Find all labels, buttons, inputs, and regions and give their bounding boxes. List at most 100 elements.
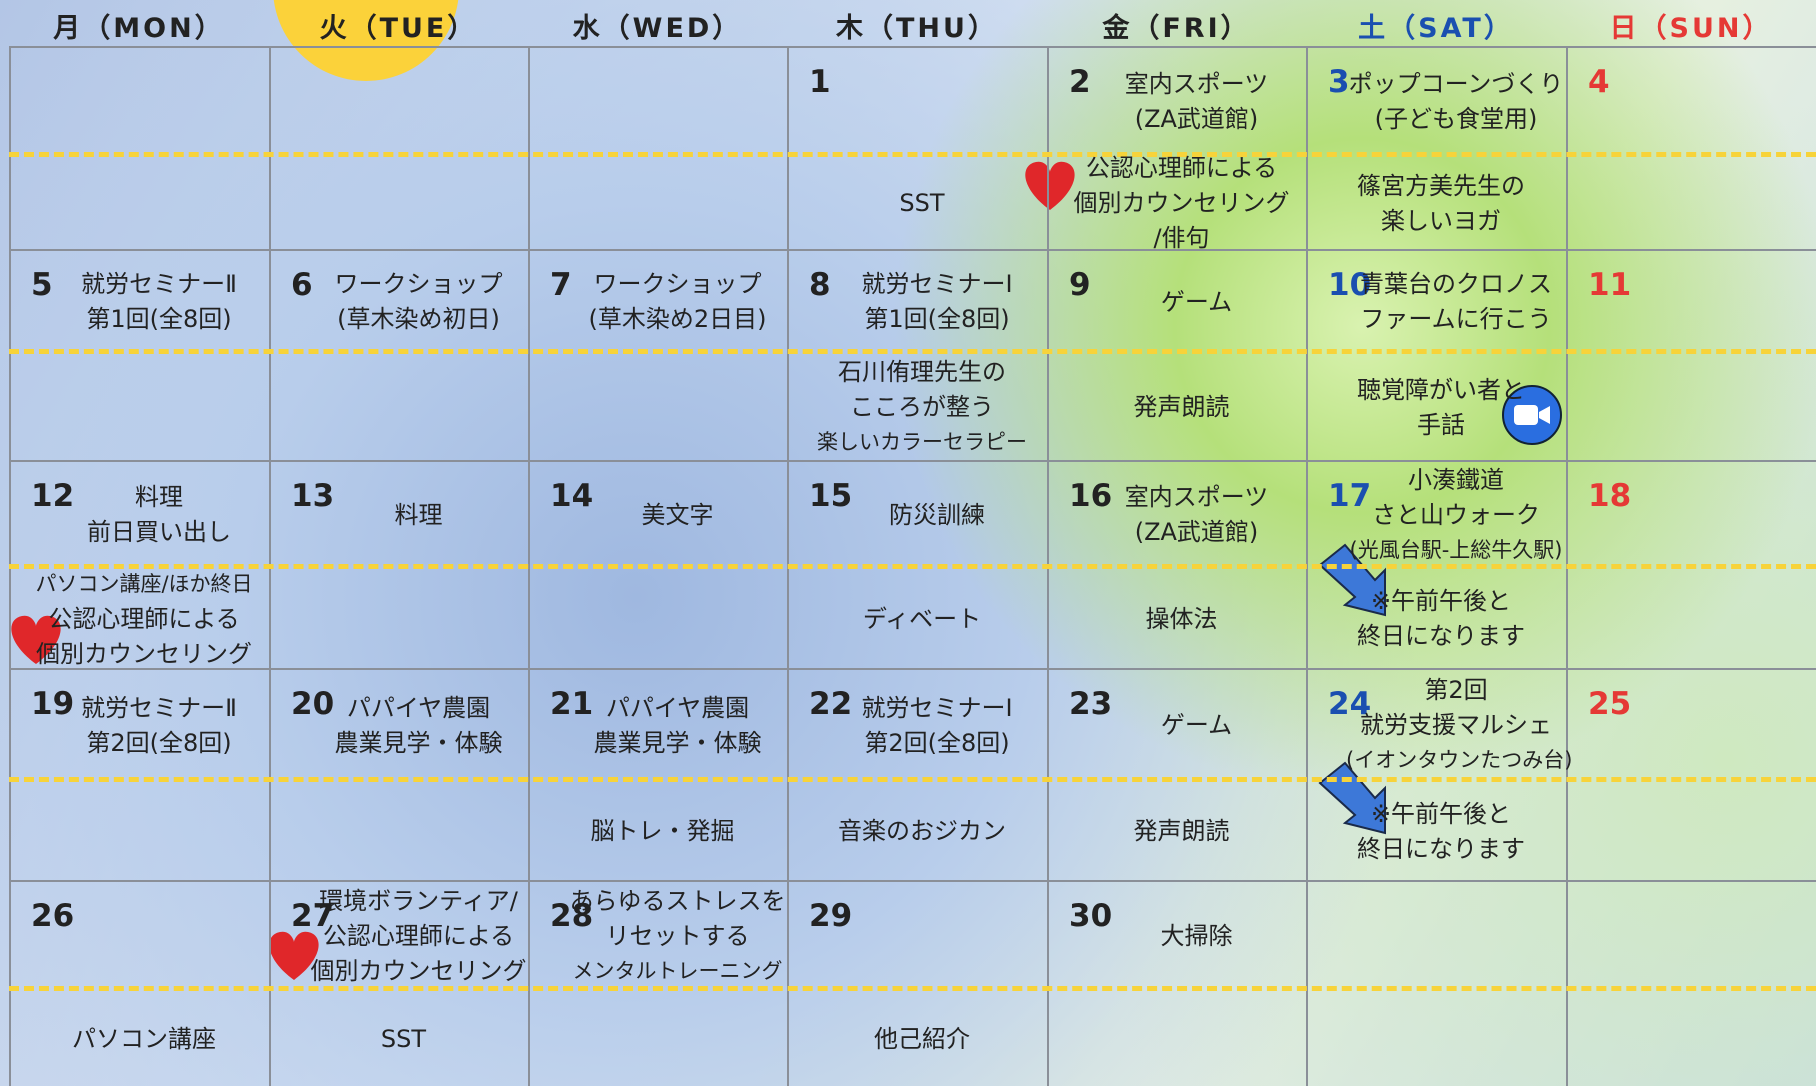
morning-event: ゲーム: [1160, 287, 1233, 316]
afternoon-event: 終日になります: [1357, 622, 1525, 650]
afternoon-event: ディベート: [862, 604, 982, 633]
morning-event: 個別カウンセリング: [310, 956, 527, 985]
grid-line: [9, 668, 1816, 670]
day-number: 14: [550, 478, 594, 514]
day-number: 18: [1588, 478, 1632, 514]
morning-event: (ZA武道館): [1134, 518, 1259, 546]
weekday-header: 木（THU）: [836, 13, 998, 44]
day-number: 30: [1069, 898, 1113, 934]
morning-event: パパイヤ農園: [605, 693, 750, 722]
day-number: 16: [1069, 478, 1113, 514]
morning-event: ポップコーンづくり: [1348, 70, 1564, 98]
dashed-divider: [9, 564, 1816, 569]
grid-line: [9, 46, 1816, 48]
day-number: 19: [31, 686, 75, 722]
afternoon-event: 個別カウンセリング: [36, 639, 252, 668]
video-icon: [1502, 385, 1562, 445]
weekday-header: 金（FRI）: [1102, 13, 1251, 44]
afternoon-event: 音楽のおジカン: [838, 817, 1006, 845]
day-number: 4: [1588, 64, 1610, 100]
day-number: 27: [291, 898, 335, 934]
afternoon-event: 楽しいヨガ: [1381, 206, 1501, 235]
afternoon-event: パソコン講座/ほか終日: [35, 571, 253, 596]
morning-event: (光風台駅-上総牛久駅): [1349, 537, 1563, 562]
morning-event: 料理: [394, 500, 443, 529]
weekday-header: 日（SUN）: [1609, 13, 1773, 44]
morning-event: 農業見学・体験: [593, 728, 762, 757]
afternoon-event: SST: [380, 1024, 427, 1053]
morning-event: あらゆるストレスを: [569, 886, 786, 915]
morning-event: 小湊鐵道: [1408, 465, 1504, 494]
morning-event: 第2回: [1424, 676, 1488, 704]
afternoon-event: /俳句: [1153, 224, 1210, 252]
morning-event: 第1回(全8回): [864, 305, 1010, 333]
afternoon-event: 個別カウンセリング: [1073, 189, 1290, 217]
day-number: 15: [809, 478, 853, 514]
grid-line: [9, 249, 1816, 251]
morning-event: (子ども食堂用): [1374, 105, 1538, 133]
weekday-header: 火（TUE）: [319, 13, 478, 44]
morning-event: ワークショップ: [593, 270, 762, 298]
day-number: 6: [291, 267, 313, 303]
morning-event: 第1回(全8回): [86, 305, 232, 333]
morning-event: 農業見学・体験: [334, 728, 503, 757]
afternoon-event: 発声朗読: [1133, 393, 1230, 421]
day-number: 28: [550, 898, 594, 934]
day-number: 13: [291, 478, 335, 514]
morning-event: 就労セミナーⅠ: [861, 270, 1013, 298]
morning-event: 大掃除: [1160, 921, 1233, 950]
grid-line: [9, 460, 1816, 462]
day-number: 23: [1069, 686, 1113, 722]
afternoon-event: 楽しいカラーセラピー: [817, 430, 1027, 454]
grid-line: [9, 880, 1816, 882]
day-number: 5: [31, 267, 53, 303]
morning-event: 第2回(全8回): [864, 728, 1010, 757]
morning-event: 室内スポーツ: [1124, 70, 1269, 98]
afternoon-event: ※午前午後と: [1370, 799, 1512, 828]
afternoon-event: 発声朗読: [1133, 817, 1230, 845]
morning-event: 防災訓練: [889, 500, 985, 529]
afternoon-event: 石川侑理先生の: [838, 358, 1006, 386]
morning-event: リセットする: [605, 921, 750, 950]
afternoon-event: 脳トレ・発掘: [590, 817, 735, 845]
day-number: 20: [291, 686, 335, 722]
afternoon-event: 篠宮方美先生の: [1357, 171, 1525, 200]
morning-event: 就労セミナーⅡ: [81, 270, 237, 298]
day-number: 22: [809, 686, 853, 722]
day-number: 21: [550, 686, 594, 722]
day-number: 8: [809, 267, 831, 303]
morning-event: 就労支援マルシェ: [1360, 711, 1552, 739]
weekday-header: 月（MON）: [53, 13, 225, 44]
afternoon-event: 終日になります: [1357, 834, 1525, 863]
morning-event: パパイヤ農園: [346, 693, 491, 722]
day-number: 12: [31, 478, 75, 514]
day-number: 10: [1328, 267, 1372, 303]
dashed-divider: [9, 777, 1816, 782]
dashed-divider: [9, 152, 1816, 157]
morning-event: (ZA武道館): [1134, 105, 1259, 133]
morning-event: (草木染め初日): [337, 305, 500, 333]
morning-event: (草木染め2日目): [588, 305, 767, 333]
morning-event: 室内スポーツ: [1124, 483, 1269, 511]
weekday-header: 土（SAT）: [1358, 13, 1514, 44]
day-number: 29: [809, 898, 853, 934]
afternoon-event: 公認心理師による: [1085, 154, 1278, 182]
day-number: 11: [1588, 267, 1632, 303]
day-number: 7: [550, 267, 572, 303]
morning-event: 料理: [135, 483, 183, 511]
dashed-divider: [9, 349, 1816, 354]
weekday-header: 水（WED）: [572, 13, 743, 44]
morning-event: さと山ウォーク: [1372, 500, 1540, 529]
morning-event: メンタルトレーニング: [572, 958, 783, 983]
morning-event: ゲーム: [1160, 711, 1233, 739]
morning-event: 環境ボランティア/: [319, 886, 518, 915]
afternoon-event: 聴覚障がい者と: [1357, 375, 1525, 404]
day-number: 25: [1588, 686, 1632, 722]
day-number: 26: [31, 898, 75, 934]
morning-event: ファームに行こう: [1360, 305, 1552, 333]
day-number: 1: [809, 64, 831, 100]
afternoon-event: ※午前午後と: [1370, 587, 1512, 615]
morning-event: ワークショップ: [334, 270, 503, 298]
